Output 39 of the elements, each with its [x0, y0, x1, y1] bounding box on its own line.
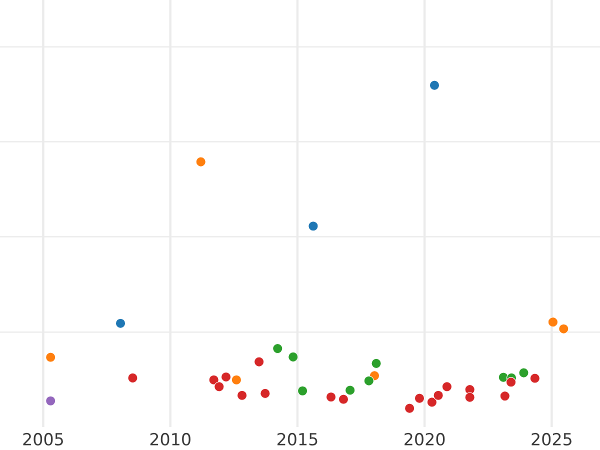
point: [288, 352, 298, 362]
point: [272, 343, 283, 354]
point: [231, 374, 242, 385]
point: [115, 318, 126, 328]
point: [371, 358, 382, 369]
point: [442, 382, 452, 392]
point: [254, 356, 264, 367]
point: [506, 377, 516, 388]
point: [518, 368, 529, 378]
point: [260, 388, 270, 399]
x-tick-label: 2005: [23, 432, 63, 446]
x-tick-label: 2020: [404, 432, 445, 446]
point: [429, 80, 440, 90]
point: [426, 397, 438, 408]
point: [464, 392, 475, 402]
x-tick-label: 2025: [532, 432, 572, 446]
point: [326, 392, 336, 402]
point: [128, 372, 138, 384]
point: [500, 390, 510, 402]
point: [236, 390, 248, 400]
point: [196, 156, 206, 167]
point: [433, 390, 444, 400]
x-tick-label: 2010: [150, 432, 190, 446]
point: [414, 393, 425, 404]
point: [214, 382, 224, 392]
point: [344, 385, 356, 396]
point: [548, 316, 558, 328]
x-tick-label: 2015: [277, 432, 318, 446]
point: [297, 386, 308, 396]
point: [364, 376, 374, 386]
point: [338, 394, 349, 404]
point: [558, 324, 569, 334]
point: [46, 396, 56, 406]
point: [530, 373, 540, 384]
point: [46, 352, 56, 362]
point: [404, 403, 415, 414]
point: [208, 374, 219, 385]
point: [220, 372, 232, 382]
point: [308, 221, 318, 232]
